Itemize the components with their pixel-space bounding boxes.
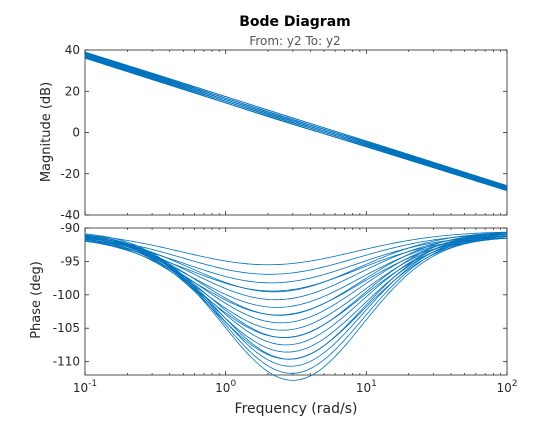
phase-axis-label: Phase (deg) bbox=[29, 261, 44, 339]
magnitude-curve bbox=[84, 52, 508, 187]
magnitude-axis-label: Magnitude (dB) bbox=[39, 82, 54, 182]
phase-panel: -90 -95 -100 -105 -110 Phase (deg) bbox=[29, 221, 508, 381]
x-tick-label: 101 bbox=[356, 379, 377, 395]
magnitude-tick-label: -40 bbox=[60, 208, 80, 222]
phase-curve bbox=[84, 232, 508, 360]
phase-curve bbox=[84, 235, 508, 284]
frequency-axis-label: Frequency (rad/s) bbox=[235, 401, 358, 417]
phase-tick-label: -90 bbox=[60, 221, 80, 235]
phase-curves bbox=[84, 231, 508, 381]
phase-curve bbox=[84, 236, 508, 353]
phase-curve bbox=[84, 233, 508, 275]
x-tick-label: 100 bbox=[215, 379, 236, 395]
magnitude-curves bbox=[84, 51, 508, 192]
magnitude-curve bbox=[84, 51, 508, 187]
magnitude-tick-label: 20 bbox=[65, 84, 80, 98]
chart-subtitle: From: y2 To: y2 bbox=[249, 34, 340, 48]
phase-curve bbox=[84, 232, 508, 293]
phase-curve bbox=[84, 237, 508, 381]
frequency-x-ticks: 10-1 100 101 102 bbox=[73, 50, 518, 395]
phase-tick-label: -110 bbox=[53, 355, 80, 369]
magnitude-tick-label: 0 bbox=[72, 126, 80, 140]
magnitude-curve bbox=[84, 56, 508, 191]
phase-tick-label: -100 bbox=[53, 288, 80, 302]
phase-tick-label: -95 bbox=[60, 254, 80, 268]
phase-curve bbox=[84, 235, 508, 374]
magnitude-curve bbox=[84, 54, 508, 188]
chart-title: Bode Diagram bbox=[239, 14, 351, 30]
magnitude-y-ticks: 40 20 0 -20 -40 bbox=[60, 43, 507, 222]
magnitude-panel: 40 20 0 -20 -40 Magnitude (dB) bbox=[39, 43, 508, 222]
phase-curve bbox=[84, 234, 508, 367]
x-tick-label: 10-1 bbox=[73, 379, 97, 395]
phase-tick-label: -105 bbox=[53, 321, 80, 335]
phase-y-ticks: -90 -95 -100 -105 -110 bbox=[53, 221, 507, 369]
magnitude-curve bbox=[84, 55, 508, 190]
phase-curve bbox=[84, 231, 508, 266]
magnitude-tick-label: -20 bbox=[60, 167, 80, 181]
magnitude-tick-label: 40 bbox=[65, 43, 80, 57]
x-tick-label: 102 bbox=[496, 379, 517, 395]
